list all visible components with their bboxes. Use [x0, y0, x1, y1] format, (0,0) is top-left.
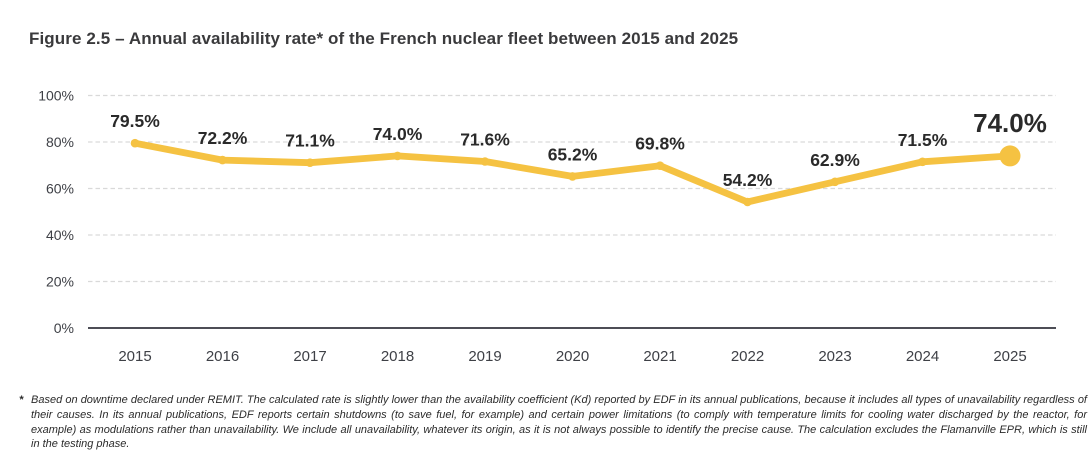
data-point-label: 74.0% [373, 124, 423, 144]
x-tick-label: 2020 [556, 348, 589, 365]
x-tick-label: 2024 [906, 348, 939, 365]
footnote-asterisk-marker: * [19, 394, 24, 406]
x-tick-label: 2021 [643, 348, 676, 365]
data-point-label: 71.6% [460, 130, 510, 150]
data-point [480, 157, 490, 166]
x-tick-label: 2015 [118, 348, 151, 365]
data-point-label: 74.0% [973, 108, 1047, 138]
data-point-label: 69.8% [635, 134, 685, 154]
data-point-label: 71.1% [285, 131, 335, 151]
x-tick-label: 2019 [468, 348, 501, 365]
data-point-label: 54.2% [723, 170, 773, 190]
data-point [130, 138, 140, 148]
footnote-text: Based on downtime declared under REMIT. … [31, 394, 1087, 451]
availability-line-chart: 100% 80% 60% 40% 20% 0% 2015 2016 2017 2018 2019 20… [38, 88, 1056, 365]
data-point-label: 71.5% [898, 130, 948, 150]
y-tick-label: 0% [54, 320, 74, 336]
figure-footnote: * Based on downtime declared under REMIT… [19, 393, 1087, 452]
x-tick-label: 2016 [206, 348, 239, 365]
x-tick-label: 2018 [381, 348, 414, 365]
y-tick-label: 20% [46, 274, 74, 290]
data-point [830, 177, 840, 187]
data-point [218, 155, 227, 165]
data-point-label: 72.2% [198, 128, 248, 148]
y-tick-label: 40% [46, 227, 74, 243]
data-point-label: 62.9% [810, 150, 860, 170]
x-tick-label: 2023 [818, 348, 851, 365]
data-point-highlight [999, 145, 1021, 167]
data-point [305, 158, 315, 167]
data-point [393, 151, 402, 161]
data-point-label: 79.5% [110, 111, 160, 131]
data-point [743, 197, 752, 207]
figure-title: Figure 2.5 – Annual availability rate* o… [29, 29, 739, 48]
x-tick-label: 2025 [993, 348, 1026, 365]
data-point-label: 65.2% [548, 144, 598, 164]
data-point [655, 161, 665, 170]
data-point [918, 157, 927, 167]
y-tick-label: 60% [46, 181, 74, 197]
y-tick-label: 80% [46, 134, 74, 150]
x-tick-label: 2022 [731, 348, 764, 365]
y-tick-label: 100% [38, 88, 74, 104]
x-tick-label: 2017 [293, 348, 326, 365]
data-point [568, 172, 577, 181]
